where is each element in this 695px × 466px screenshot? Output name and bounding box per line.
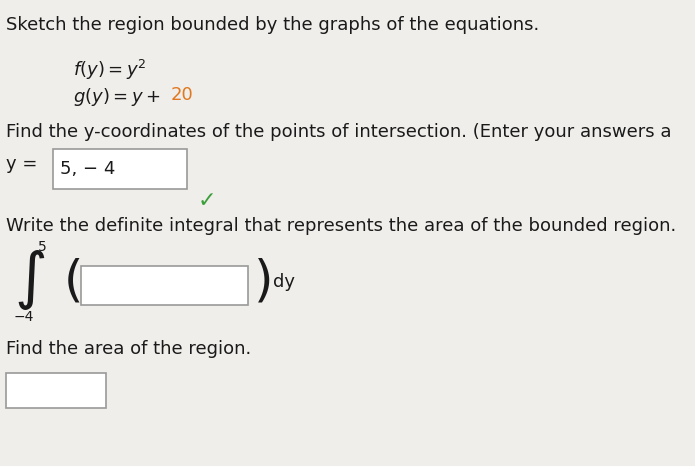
- FancyBboxPatch shape: [81, 266, 248, 305]
- Text: 5, − 4: 5, − 4: [60, 160, 115, 178]
- Text: Find the area of the region.: Find the area of the region.: [6, 340, 251, 358]
- Text: Sketch the region bounded by the graphs of the equations.: Sketch the region bounded by the graphs …: [6, 16, 539, 34]
- Text: $\int$: $\int$: [14, 247, 45, 312]
- FancyBboxPatch shape: [53, 149, 187, 189]
- Text: y =: y =: [6, 155, 42, 173]
- Text: ): ): [254, 258, 273, 306]
- Text: 5: 5: [38, 240, 47, 254]
- Text: (: (: [64, 258, 83, 306]
- Text: $g(y) = y + $: $g(y) = y + $: [72, 86, 160, 108]
- Text: Find the y-coordinates of the points of intersection. (Enter your answers a: Find the y-coordinates of the points of …: [6, 123, 671, 142]
- Text: 20: 20: [170, 86, 193, 104]
- Text: ✓: ✓: [198, 191, 217, 211]
- FancyBboxPatch shape: [6, 373, 106, 408]
- Text: −4: −4: [14, 310, 34, 324]
- Text: Write the definite integral that represents the area of the bounded region.: Write the definite integral that represe…: [6, 217, 676, 235]
- Text: dy: dy: [273, 273, 295, 291]
- Text: $f(y) = y^2$: $f(y) = y^2$: [72, 58, 146, 82]
